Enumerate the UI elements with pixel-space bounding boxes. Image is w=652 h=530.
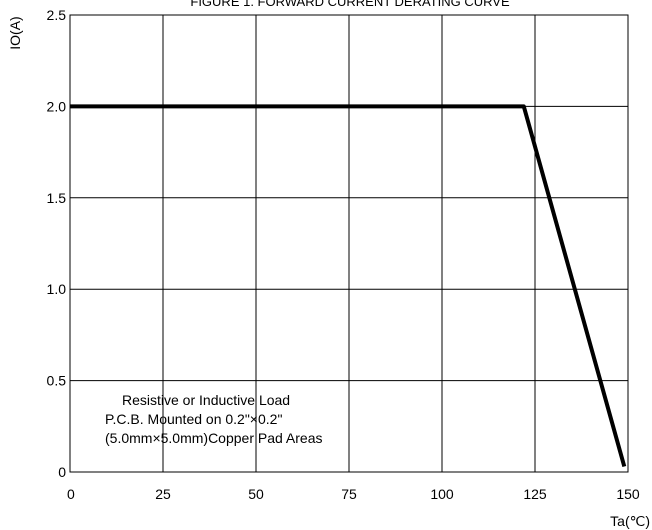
annotation-line-1: Resistive or Inductive Load	[122, 392, 290, 408]
series	[70, 104, 627, 468]
chart-title: FIGURE 1. FORWARD CURRENT DERATING CURVE	[190, 0, 510, 9]
y-tick-labels: 0 0.5 1.0 1.5 2.0 2.5	[47, 7, 67, 480]
x-tick-label: 100	[430, 486, 454, 502]
y-tick-label: 0.5	[47, 373, 67, 389]
x-tick-label: 0	[67, 486, 75, 502]
x-tick-labels: 0 25 50 75 100 125 150	[67, 486, 640, 502]
x-tick-label: 125	[523, 486, 547, 502]
annotation-line-3: (5.0mm×5.0mm)Copper Pad Areas	[105, 430, 322, 446]
derating-curve	[70, 104, 627, 468]
y-tick-label: 0	[58, 464, 66, 480]
plot-frame	[69, 14, 629, 473]
x-axis-label: Ta(℃)	[610, 513, 650, 529]
annotation-line-2: P.C.B. Mounted on 0.2"×0.2"	[105, 411, 282, 427]
y-tick-label: 2.0	[47, 98, 67, 114]
y-tick-label: 1.5	[47, 190, 67, 206]
x-tick-label: 75	[341, 486, 357, 502]
x-tick-label: 150	[616, 486, 640, 502]
x-tick-label: 25	[155, 486, 171, 502]
y-tick-label: 1.0	[47, 281, 67, 297]
y-tick-label: 2.5	[47, 7, 67, 23]
x-tick-label: 50	[248, 486, 264, 502]
y-axis-label: IO(A)	[7, 16, 23, 49]
